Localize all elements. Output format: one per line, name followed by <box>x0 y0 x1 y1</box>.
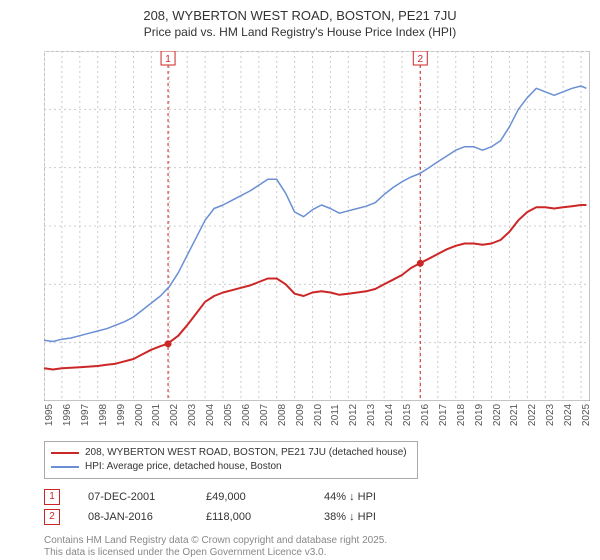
chart-title-line2: Price paid vs. HM Land Registry's House … <box>0 25 600 39</box>
xtick-label: 2003 <box>187 404 198 426</box>
marker-delta: 44% ↓ HPI <box>324 487 414 507</box>
marker-id-box: 1 <box>44 489 60 505</box>
chart-title-line1: 208, WYBERTON WEST ROAD, BOSTON, PE21 7J… <box>0 8 600 23</box>
xtick-label: 1997 <box>80 404 91 426</box>
xtick-label: 2007 <box>259 404 270 426</box>
xtick-label: 1996 <box>62 404 73 426</box>
marker-price: £118,000 <box>206 507 296 527</box>
xtick-label: 2010 <box>313 404 324 426</box>
xtick-label: 2006 <box>241 404 252 426</box>
xtick-label: 2017 <box>438 404 449 426</box>
legend-swatch <box>51 452 79 454</box>
xtick-label: 2014 <box>384 404 395 426</box>
legend: 208, WYBERTON WEST ROAD, BOSTON, PE21 7J… <box>44 441 418 479</box>
xtick-label: 2023 <box>545 404 556 426</box>
xtick-label: 2018 <box>456 404 467 426</box>
marker-date: 08-JAN-2016 <box>88 507 178 527</box>
legend-item: HPI: Average price, detached house, Bost… <box>51 460 411 474</box>
chart-plot-area: 12 <box>44 51 590 401</box>
marker-table: 1 07-DEC-2001 £49,000 44% ↓ HPI 2 08-JAN… <box>44 487 600 527</box>
xtick-label: 2019 <box>474 404 485 426</box>
x-axis-labels: 1995 1996 1997 1998 1999 2000 2001 2002 2003 2004… <box>44 401 590 431</box>
marker-delta: 38% ↓ HPI <box>324 507 414 527</box>
xtick-label: 2011 <box>330 404 341 426</box>
xtick-label: 2012 <box>348 404 359 426</box>
footer: Contains HM Land Registry data © Crown c… <box>44 535 600 559</box>
chart-svg: 12 <box>44 51 590 401</box>
xtick-label: 2021 <box>509 404 520 426</box>
footer-line: This data is licensed under the Open Gov… <box>44 547 600 559</box>
xtick-label: 2015 <box>402 404 413 426</box>
xtick-label: 2001 <box>151 404 162 426</box>
xtick-label: 1999 <box>116 404 127 426</box>
xtick-label: 2008 <box>277 404 288 426</box>
svg-text:1: 1 <box>165 54 171 65</box>
xtick-label: 2025 <box>581 404 592 426</box>
marker-row: 1 07-DEC-2001 £49,000 44% ↓ HPI <box>44 487 600 507</box>
legend-item: 208, WYBERTON WEST ROAD, BOSTON, PE21 7J… <box>51 446 411 460</box>
xtick-label: 2005 <box>223 404 234 426</box>
xtick-label: 2022 <box>527 404 538 426</box>
xtick-label: 2000 <box>134 404 145 426</box>
marker-id-box: 2 <box>44 509 60 525</box>
marker-date: 07-DEC-2001 <box>88 487 178 507</box>
svg-text:2: 2 <box>418 54 424 65</box>
xtick-label: 2002 <box>169 404 180 426</box>
xtick-label: 2004 <box>205 404 216 426</box>
xtick-label: 2009 <box>295 404 306 426</box>
footer-line: Contains HM Land Registry data © Crown c… <box>44 535 600 547</box>
marker-price: £49,000 <box>206 487 296 507</box>
xtick-label: 2020 <box>492 404 503 426</box>
xtick-label: 2024 <box>563 404 574 426</box>
legend-label: 208, WYBERTON WEST ROAD, BOSTON, PE21 7J… <box>85 446 407 460</box>
xtick-label: 2016 <box>420 404 431 426</box>
xtick-label: 1998 <box>98 404 109 426</box>
legend-swatch <box>51 466 79 468</box>
legend-label: HPI: Average price, detached house, Bost… <box>85 460 282 474</box>
xtick-label: 2013 <box>366 404 377 426</box>
xtick-label: 1995 <box>44 404 55 426</box>
marker-row: 2 08-JAN-2016 £118,000 38% ↓ HPI <box>44 507 600 527</box>
